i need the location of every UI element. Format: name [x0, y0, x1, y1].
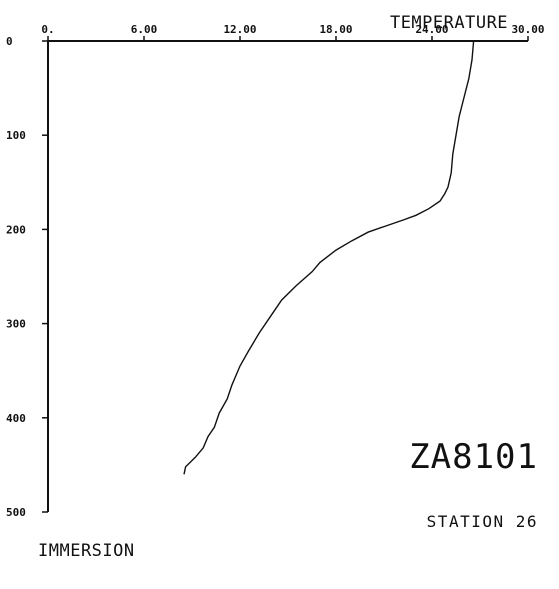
- x-tick-label: 18.00: [319, 23, 352, 36]
- x-tick-label: 12.00: [223, 23, 256, 36]
- y-tick-label: 500: [6, 506, 26, 519]
- annotation-id: ZA8101: [409, 437, 538, 477]
- y-tick-label: 100: [6, 129, 26, 142]
- x-tick-label: 24.00: [415, 23, 448, 36]
- y-tick-label: 0: [6, 35, 13, 48]
- annotation-station: STATION 26: [427, 512, 538, 531]
- y-tick-label: 200: [6, 223, 26, 236]
- ticks: [42, 36, 529, 513]
- x-tick-label: 30.00: [511, 23, 544, 36]
- x-axis-title: TEMPERATURE: [390, 13, 508, 33]
- tick-labels: 0. 6.00 12.00 18.00 24.00 30.00 0 100 200 300 400 5…: [6, 23, 545, 519]
- x-tick-label: 6.00: [131, 23, 158, 36]
- x-tick-label: 0.: [41, 23, 54, 36]
- axes: [47, 40, 528, 512]
- y-axis-title: IMMERSION: [38, 541, 135, 561]
- y-tick-label: 400: [6, 412, 26, 425]
- y-tick-label: 300: [6, 318, 26, 331]
- temperature-profile-line: [183, 40, 475, 475]
